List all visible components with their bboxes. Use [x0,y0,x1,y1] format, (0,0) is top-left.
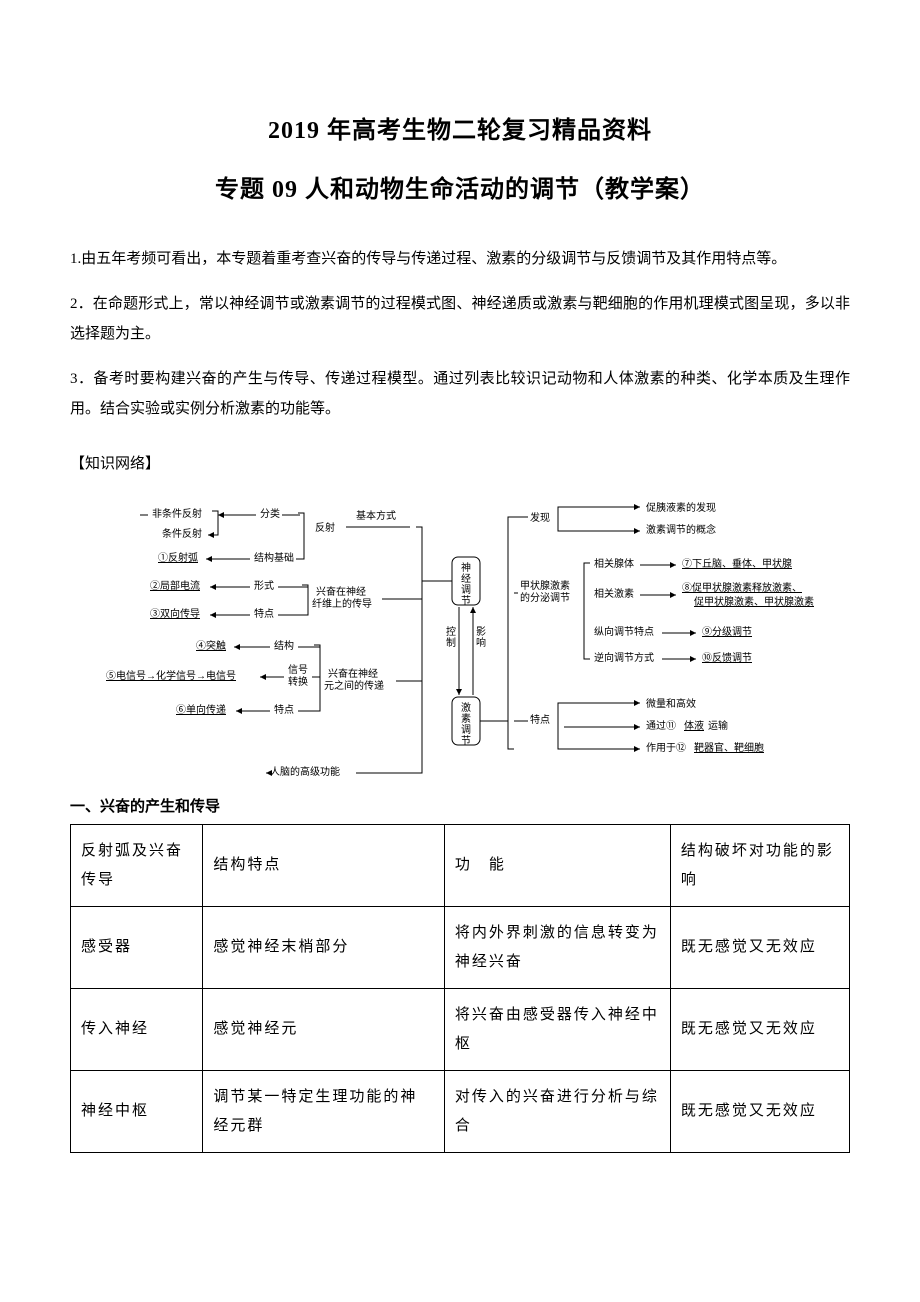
svg-text:激素调节的概念: 激素调节的概念 [646,523,716,536]
svg-text:相关激素: 相关激素 [594,587,634,600]
table-cell: 感受器 [71,907,203,989]
svg-text:甲状腺激素: 甲状腺激素 [520,579,570,592]
svg-text:纵向调节特点: 纵向调节特点 [594,625,654,638]
svg-text:微量和高效: 微量和高效 [646,697,696,710]
svg-text:⑧促甲状腺激素释放激素、: ⑧促甲状腺激素释放激素、 [682,581,802,594]
svg-text:结构: 结构 [274,639,294,652]
svg-text:发现: 发现 [530,511,550,524]
svg-text:纤维上的传导: 纤维上的传导 [312,597,372,610]
intro-paragraph-3: 3．备考时要构建兴奋的产生与传导、传递过程模型。通过列表比较识记动物和人体激素的… [70,364,850,424]
svg-text:控: 控 [446,625,456,638]
svg-text:激: 激 [461,701,471,714]
svg-text:经: 经 [461,572,471,585]
table-cell: 既无感觉又无效应 [670,907,849,989]
svg-text:⑨分级调节: ⑨分级调节 [702,626,752,638]
svg-text:⑩反馈调节: ⑩反馈调节 [702,651,752,664]
document-page: 2019 年高考生物二轮复习精品资料 专题 09 人和动物生命活动的调节（教学案… [0,0,920,1193]
table-cell: 感觉神经元 [203,989,444,1071]
title-line-2: 专题 09 人和动物生命活动的调节（教学案） [70,169,850,204]
svg-text:神: 神 [461,561,471,574]
svg-text:节: 节 [461,735,471,747]
svg-text:逆向调节方式: 逆向调节方式 [594,651,654,664]
svg-text:特点: 特点 [254,608,274,620]
svg-text:①反射弧: ①反射弧 [158,551,198,564]
title-line-1: 2019 年高考生物二轮复习精品资料 [70,110,850,145]
svg-text:制: 制 [446,636,456,649]
svg-text:元之间的传递: 元之间的传递 [324,679,384,692]
svg-text:靶器官、靶细胞: 靶器官、靶细胞 [694,741,764,754]
table-header-cell: 结构特点 [203,825,444,907]
table-header-cell: 功 能 [444,825,670,907]
intro-paragraph-1: 1.由五年考频可看出，本专题着重考查兴奋的传导与传递过程、激素的分级调节与反馈调… [70,244,850,274]
svg-text:分类: 分类 [260,507,280,520]
table-header-cell: 反射弧及兴奋传导 [71,825,203,907]
svg-text:⑤电信号→化学信号→电信号: ⑤电信号→化学信号→电信号 [106,669,236,682]
svg-text:响: 响 [476,636,486,649]
svg-text:的分泌调节: 的分泌调节 [520,591,570,604]
svg-text:兴奋在神经: 兴奋在神经 [316,585,366,598]
svg-text:形式: 形式 [254,579,274,592]
diagram-svg: 神经调节激素调节控制影响反射基本方式分类非条件反射条件反射①反射弧结构基础兴奋在… [100,487,820,787]
svg-text:运输: 运输 [708,719,728,732]
svg-text:素: 素 [461,712,471,725]
intro-paragraph-2: 2．在命题形式上，常以神经调节或激素调节的过程模式图、神经递质或激素与靶细胞的作… [70,289,850,349]
table-row: 感受器感觉神经末梢部分将内外界刺激的信息转变为神经兴奋既无感觉又无效应 [71,907,850,989]
table-cell: 神经中枢 [71,1071,203,1153]
table-cell: 将兴奋由感受器传入神经中枢 [444,989,670,1071]
knowledge-network-label: 【知识网络】 [70,452,850,473]
svg-text:信号: 信号 [288,664,308,676]
svg-text:⑦下丘脑、垂体、甲状腺: ⑦下丘脑、垂体、甲状腺 [682,557,792,570]
table-row: 神经中枢调节某一特定生理功能的神经元群对传入的兴奋进行分析与综合既无感觉又无效应 [71,1071,850,1153]
svg-text:基本方式: 基本方式 [356,509,396,522]
svg-text:非条件反射: 非条件反射 [152,507,202,520]
svg-text:通过⑪: 通过⑪ [646,719,676,732]
svg-text:作用于⑫: 作用于⑫ [646,742,686,754]
svg-text:人脑的高级功能: 人脑的高级功能 [270,765,340,778]
section-heading-excitation: 一、兴奋的产生和传导 [70,795,850,816]
svg-text:特点: 特点 [530,714,550,726]
svg-text:转换: 转换 [288,675,308,688]
svg-text:兴奋在神经: 兴奋在神经 [328,667,378,680]
knowledge-network-diagram: 神经调节激素调节控制影响反射基本方式分类非条件反射条件反射①反射弧结构基础兴奋在… [70,487,850,787]
svg-text:促胰液素的发现: 促胰液素的发现 [646,501,716,514]
svg-text:调: 调 [461,724,471,736]
table-row: 传入神经感觉神经元将兴奋由感受器传入神经中枢既无感觉又无效应 [71,989,850,1071]
svg-text:④突触: ④突触 [196,639,226,652]
table-header-cell: 结构破坏对功能的影响 [670,825,849,907]
table-cell: 调节某一特定生理功能的神经元群 [203,1071,444,1153]
svg-text:体液: 体液 [684,719,704,732]
table-cell: 传入神经 [71,989,203,1071]
table-cell: 将内外界刺激的信息转变为神经兴奋 [444,907,670,989]
svg-text:特点: 特点 [274,704,294,716]
table-cell: 既无感觉又无效应 [670,1071,849,1153]
svg-text:节: 节 [461,595,471,607]
table-cell: 对传入的兴奋进行分析与综合 [444,1071,670,1153]
reflex-arc-table: 反射弧及兴奋传导结构特点功 能结构破坏对功能的影响感受器感觉神经末梢部分将内外界… [70,824,850,1153]
svg-text:促甲状腺激素、甲状腺激素: 促甲状腺激素、甲状腺激素 [694,595,814,608]
svg-text:反射: 反射 [315,522,335,534]
svg-text:影: 影 [476,626,486,638]
svg-text:③双向传导: ③双向传导 [150,607,200,620]
svg-text:②局部电流: ②局部电流 [150,579,200,592]
svg-text:结构基础: 结构基础 [254,551,294,564]
table-cell: 既无感觉又无效应 [670,989,849,1071]
svg-text:⑥单向传递: ⑥单向传递 [176,703,226,716]
svg-text:相关腺体: 相关腺体 [594,557,634,570]
table-cell: 感觉神经末梢部分 [203,907,444,989]
svg-text:条件反射: 条件反射 [162,527,202,540]
svg-text:调: 调 [461,584,471,596]
